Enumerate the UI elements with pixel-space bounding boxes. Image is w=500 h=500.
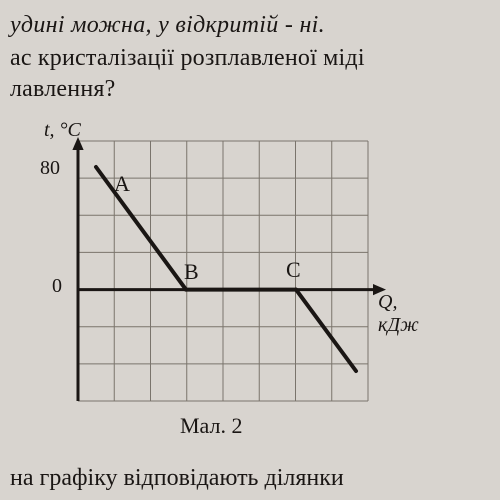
text-line-2: ас кристалізації розплавленої міді <box>10 45 490 72</box>
point-label-a: A <box>114 171 130 197</box>
y-tick-0: 0 <box>52 275 62 298</box>
chart-svg <box>30 121 430 421</box>
y-tick-80: 80 <box>40 157 60 180</box>
x-axis-unit: Q, кДж <box>378 291 419 337</box>
figure-caption: Мал. 2 <box>180 413 243 439</box>
point-label-c: C <box>286 257 301 283</box>
point-label-b: B <box>184 259 199 285</box>
text-line-3: лавлення? <box>10 76 490 103</box>
chart-figure: t, °C 80 0 A B C Q, кДж Мал. 2 <box>30 121 410 421</box>
text-bottom: на графіку відповідають ділянки <box>10 465 344 492</box>
text-line-1: удині можна, у відкритій - ні. <box>10 12 490 39</box>
y-axis-unit: t, °C <box>44 119 81 142</box>
